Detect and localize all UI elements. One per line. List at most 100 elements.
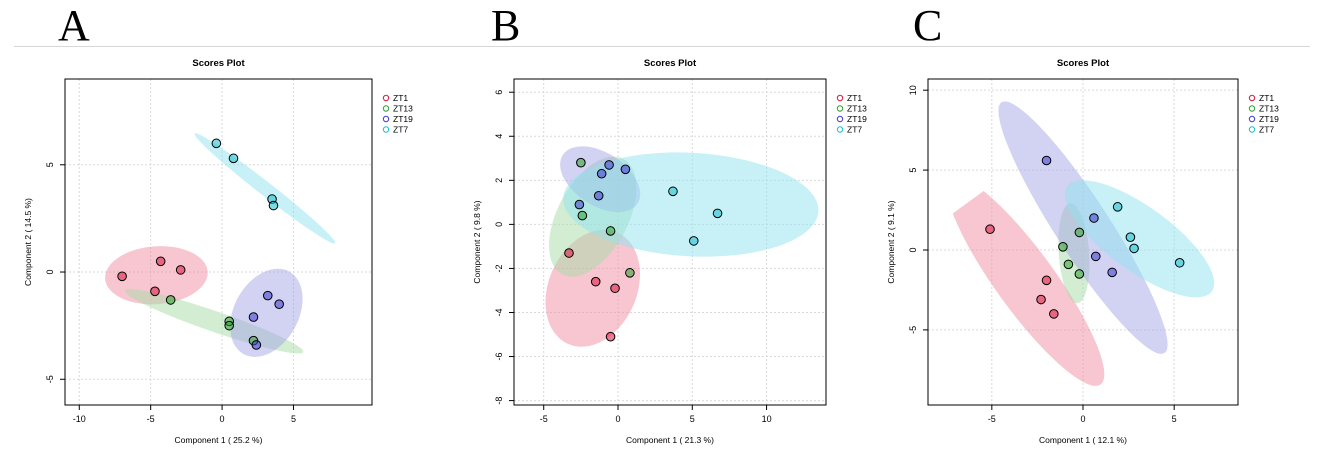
- point-zt19: [251, 340, 262, 350]
- legend-label-zt1: ZT1: [847, 93, 862, 103]
- y-tick-label: 0: [45, 270, 55, 275]
- point-zt7: [211, 138, 222, 149]
- point-zt7: [688, 236, 699, 246]
- point-zt1: [590, 276, 601, 287]
- y-tick-label: 6: [494, 90, 504, 95]
- point-zt1: [1049, 309, 1059, 319]
- legend-label-zt19: ZT19: [1259, 114, 1279, 124]
- point-zt13: [605, 226, 616, 236]
- point-zt1: [985, 224, 995, 235]
- x-tick-label: 0: [615, 414, 620, 424]
- point-zt1: [175, 265, 186, 275]
- legend-marker-zt13: [836, 105, 844, 112]
- legend-marker-zt7: [1248, 126, 1256, 133]
- point-zt13: [576, 157, 586, 168]
- y-axis-label: Component 2 ( 9.8 %): [472, 200, 482, 283]
- panel-letter-b: B: [491, 1, 521, 50]
- x-tick-label: 5: [690, 414, 695, 424]
- legend-marker-zt1: [836, 94, 844, 102]
- chart-title: Scores Plot: [192, 58, 245, 69]
- x-tick-label: -5: [147, 414, 155, 424]
- point-zt1: [117, 271, 127, 282]
- point-zt13: [625, 268, 635, 278]
- plot-frame: [64, 78, 373, 406]
- y-tick-label: -8: [494, 397, 504, 405]
- x-tick-label: -5: [540, 414, 548, 424]
- x-tick-label: 0: [1080, 414, 1085, 424]
- chart-title: Scores Plot: [644, 58, 697, 69]
- panel-letter-c: C: [913, 1, 943, 50]
- y-tick-label: -5: [45, 375, 55, 383]
- point-zt19: [593, 190, 604, 201]
- x-tick-label: 10: [762, 414, 772, 424]
- y-tick-label: 2: [494, 178, 504, 183]
- y-tick-label: 0: [494, 222, 504, 227]
- y-tick-label: 4: [494, 134, 504, 139]
- point-zt19: [1090, 251, 1101, 262]
- x-tick-label: -10: [73, 414, 86, 424]
- legend-label-zt13: ZT13: [847, 104, 867, 114]
- point-zt7: [1112, 202, 1123, 212]
- point-zt7: [228, 153, 239, 164]
- point-zt13: [224, 320, 235, 331]
- y-axis-label: Component 2 ( 9.1 %): [886, 200, 896, 283]
- y-tick-label: 5: [908, 168, 918, 173]
- legend-label-zt19: ZT19: [847, 114, 867, 124]
- y-tick-label: -5: [908, 326, 918, 334]
- point-zt19: [1107, 267, 1117, 278]
- legend-marker-zt13: [1248, 105, 1256, 112]
- point-zt7: [268, 200, 279, 211]
- ellipse-zt7: [563, 152, 819, 257]
- legend-marker-zt19: [382, 115, 390, 123]
- x-axis-label: Component 1 ( 21.3 %): [626, 435, 714, 445]
- plot-frame: [513, 78, 827, 406]
- point-zt1: [564, 248, 574, 258]
- point-zt13: [1058, 241, 1068, 252]
- point-zt1: [155, 256, 166, 267]
- x-tick-label: -5: [988, 414, 996, 424]
- point-zt19: [274, 299, 284, 309]
- scores-plot-b: -5 0 5 10 -8 -6 -4 -2 0 2 4 6 Scores Plot Component 1…: [472, 58, 867, 445]
- legend-label-zt7: ZT7: [1259, 125, 1274, 135]
- point-zt13: [577, 210, 588, 221]
- ellipse-zt7: [1064, 180, 1215, 298]
- point-zt19: [248, 312, 259, 322]
- point-zt19: [596, 168, 607, 179]
- point-zt1: [605, 331, 616, 342]
- legend-label-zt1: ZT1: [393, 93, 408, 103]
- legend-label-zt19: ZT19: [393, 114, 413, 124]
- y-tick-label: 0: [908, 247, 918, 252]
- point-zt7: [1129, 243, 1139, 254]
- y-axis-label: Component 2 ( 14.5 %): [23, 198, 33, 286]
- y-tick-label: -6: [494, 353, 504, 361]
- scores-plot-c: -5 0 5 -5 0 5 10 Scores Plot Component 1 ( 12.1 …: [886, 58, 1279, 445]
- point-zt13: [1074, 269, 1085, 279]
- x-tick-label: 0: [220, 414, 225, 424]
- legend-marker-zt7: [836, 126, 844, 133]
- y-tick-label: -4: [494, 308, 504, 316]
- x-axis-label: Component 1 ( 12.1 %): [1039, 435, 1127, 445]
- point-zt19: [1089, 213, 1099, 223]
- legend-label-zt7: ZT7: [393, 125, 408, 135]
- panel-letter-a: A: [58, 1, 90, 50]
- y-tick-label: 10: [908, 85, 918, 95]
- point-zt1: [1041, 275, 1052, 286]
- legend-marker-zt19: [1248, 115, 1256, 123]
- legend-marker-zt1: [1248, 94, 1256, 102]
- legend-label-zt13: ZT13: [393, 104, 413, 114]
- legend-label-zt1: ZT1: [1259, 93, 1274, 103]
- point-zt7: [1174, 257, 1185, 268]
- point-zt19: [262, 290, 273, 301]
- legend-label-zt7: ZT7: [847, 125, 862, 135]
- point-zt13: [165, 295, 176, 305]
- point-zt7: [1125, 232, 1136, 243]
- point-zt7: [712, 208, 723, 219]
- legend-marker-zt13: [382, 105, 390, 112]
- legend-label-zt13: ZT13: [1259, 104, 1279, 114]
- ellipse-zt19: [230, 268, 303, 357]
- point-zt19: [1041, 155, 1052, 166]
- y-tick-label: -2: [494, 264, 504, 272]
- header-divider: [14, 46, 1310, 47]
- legend-marker-zt19: [836, 115, 844, 123]
- x-axis-label: Component 1 ( 25.2 %): [175, 435, 263, 445]
